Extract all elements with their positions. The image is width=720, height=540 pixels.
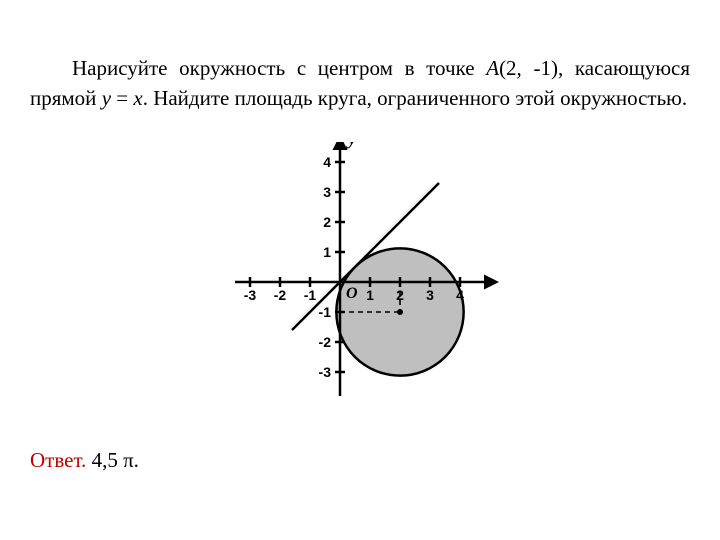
svg-text:O: O bbox=[346, 285, 358, 302]
problem-p3: . Найдите площадь круга, ограниченного э… bbox=[143, 86, 687, 110]
problem-A: A bbox=[486, 56, 499, 80]
svg-text:-1: -1 bbox=[319, 304, 332, 320]
answer-line: Ответ. 4,5 π. bbox=[30, 448, 690, 473]
answer-pi: π bbox=[123, 448, 134, 472]
svg-text:3: 3 bbox=[323, 184, 331, 200]
svg-text:y: y bbox=[346, 142, 357, 149]
figure-container: -3-2-11234-3-2-11234Oxy bbox=[30, 142, 690, 422]
svg-text:1: 1 bbox=[366, 287, 374, 303]
svg-text:x: x bbox=[499, 271, 500, 293]
problem-eq: = bbox=[111, 86, 133, 110]
answer-label: Ответ. bbox=[30, 448, 86, 472]
problem-x: x bbox=[133, 86, 142, 110]
svg-text:-3: -3 bbox=[319, 364, 332, 380]
svg-text:-2: -2 bbox=[274, 287, 287, 303]
svg-text:-2: -2 bbox=[319, 334, 332, 350]
svg-text:-3: -3 bbox=[244, 287, 257, 303]
svg-text:4: 4 bbox=[323, 154, 331, 170]
svg-text:4: 4 bbox=[456, 287, 464, 303]
svg-text:-1: -1 bbox=[304, 287, 317, 303]
answer-value: 4,5 bbox=[92, 448, 118, 472]
problem-y: y bbox=[102, 86, 111, 110]
svg-text:3: 3 bbox=[426, 287, 434, 303]
svg-text:2: 2 bbox=[323, 214, 331, 230]
coordinate-figure: -3-2-11234-3-2-11234Oxy bbox=[220, 142, 500, 422]
answer-dot: . bbox=[134, 448, 139, 472]
svg-text:1: 1 bbox=[323, 244, 331, 260]
problem-p1: Нарисуйте окружность с центром в точке bbox=[72, 56, 486, 80]
problem-text: Нарисуйте окружность с центром в точке A… bbox=[30, 53, 690, 114]
